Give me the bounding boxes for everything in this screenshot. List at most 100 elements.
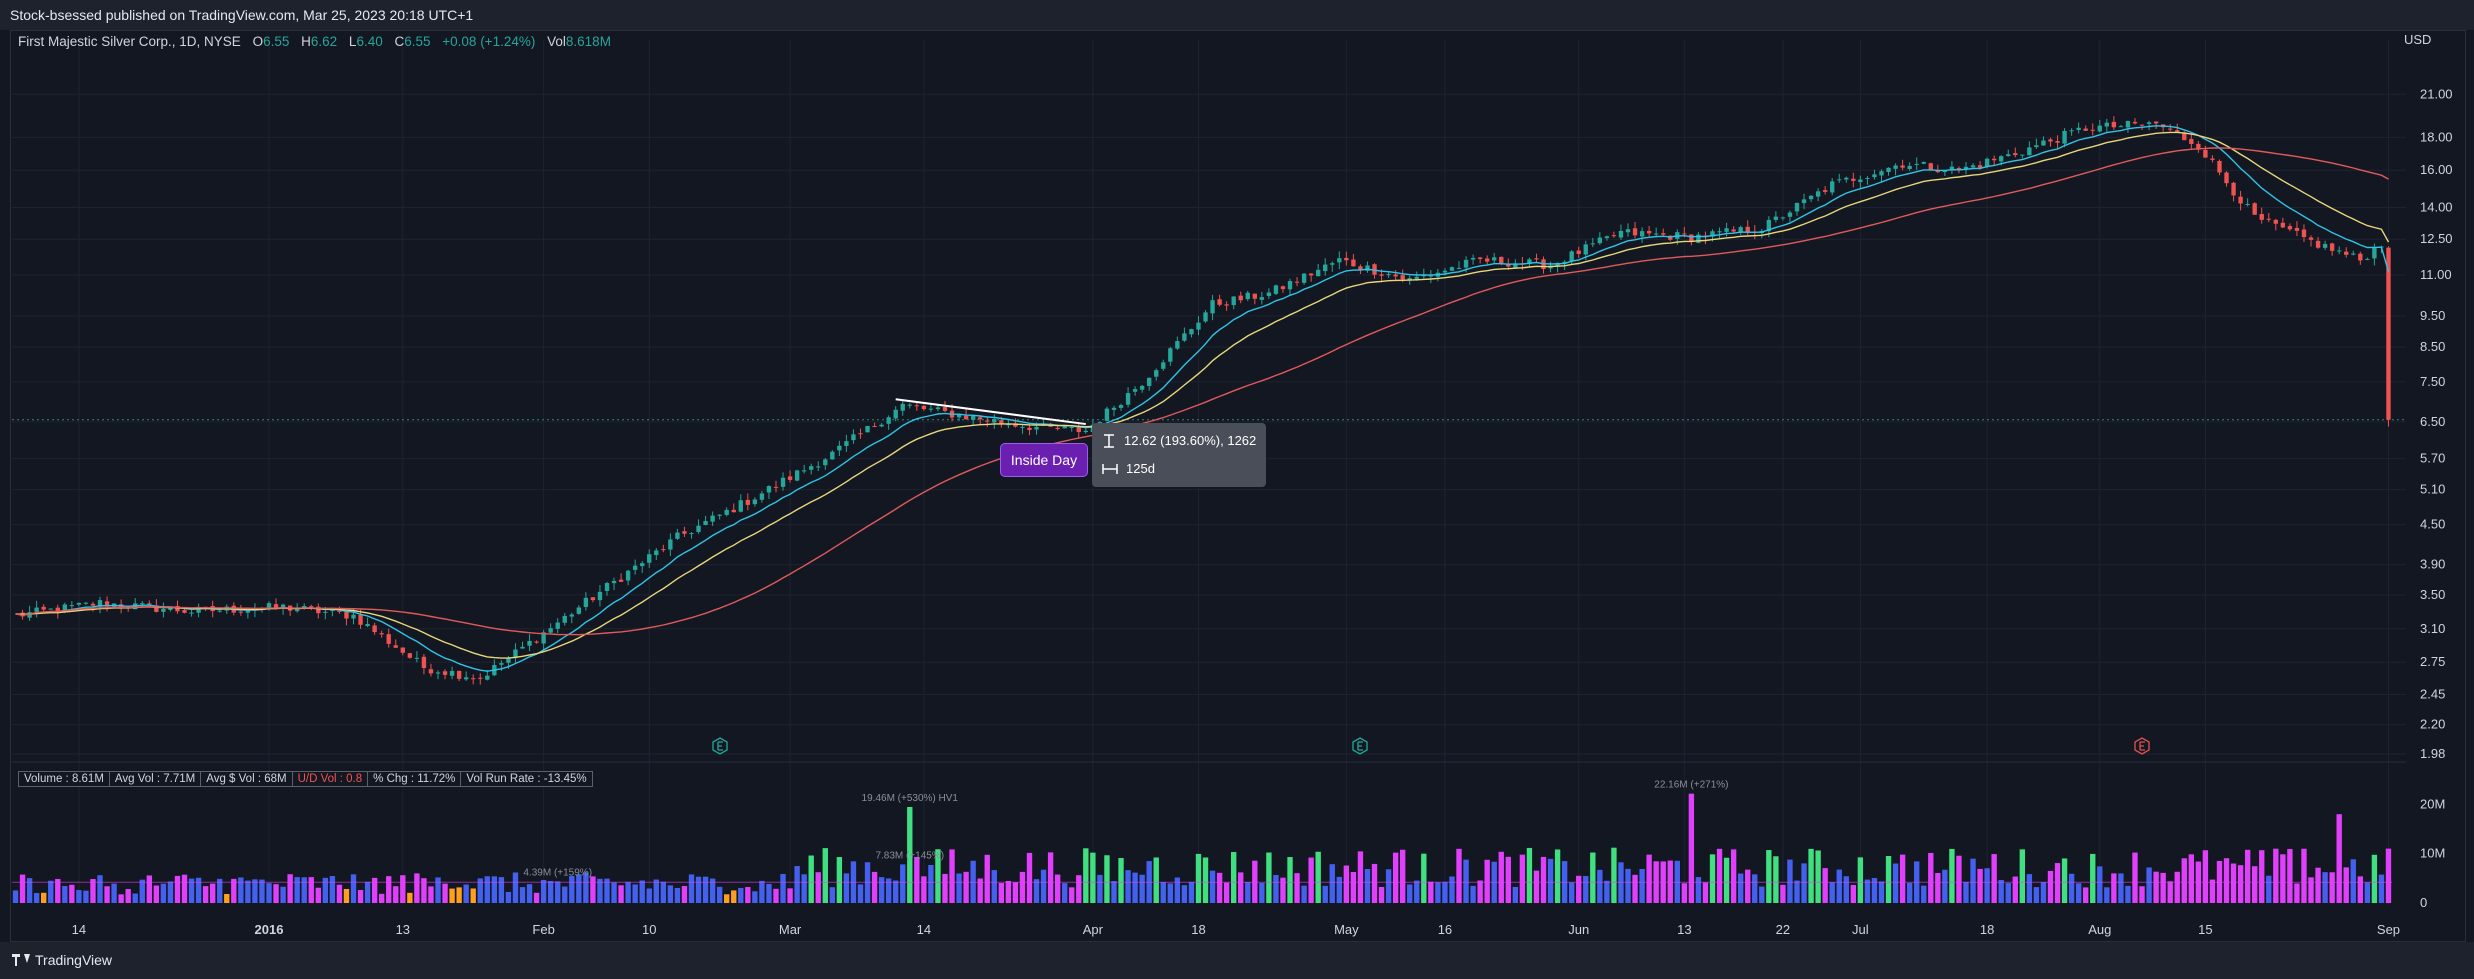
volume-bar [1259, 882, 1265, 903]
volume-bar [1449, 876, 1455, 903]
candle-body [963, 415, 969, 420]
price-tick-label: 3.10 [2420, 621, 2445, 636]
candle-body [816, 466, 821, 468]
volume-bar [2357, 876, 2363, 903]
volume-bar [1512, 886, 1519, 903]
candle-body [2372, 246, 2377, 259]
top-bar [0, 0, 2474, 30]
volume-bar [984, 854, 990, 903]
volume-bar [1526, 847, 1533, 903]
volume-bar [1188, 881, 1195, 903]
candle-body [2076, 127, 2081, 130]
volume-bar [315, 887, 321, 903]
volume-bar [555, 881, 561, 903]
volume-bar [456, 887, 462, 903]
candle-body [175, 605, 180, 612]
volume-bar [2019, 849, 2026, 903]
candle-body [1661, 233, 1666, 235]
volume-tick-label: 10M [2420, 846, 2445, 861]
candle-body [830, 451, 835, 460]
candle-body [1984, 158, 1990, 167]
candle-body [2322, 243, 2328, 248]
volume-bar [378, 893, 385, 903]
volume-bar [1568, 882, 1575, 903]
volume-bar [618, 885, 624, 903]
volume-bar [1808, 848, 1814, 903]
volume-bar [998, 883, 1005, 903]
candle-body [414, 657, 420, 659]
candle-body [337, 610, 342, 612]
volume-bar [829, 887, 836, 903]
volume-bar [1533, 870, 1540, 903]
tradingview-logo-icon [12, 954, 30, 966]
volume-bar [1209, 870, 1216, 903]
candle-body [478, 677, 483, 679]
candle-body [654, 550, 659, 556]
candle-body [1224, 304, 1229, 306]
candle-body [562, 615, 567, 623]
candle-body [745, 499, 751, 505]
candle-body [1696, 234, 1701, 243]
candle-body [2252, 203, 2257, 215]
volume-bar [2174, 871, 2180, 903]
earnings-icon[interactable] [1352, 737, 1369, 755]
candle-body [682, 531, 687, 534]
candle-body [1907, 165, 1912, 169]
close-label: C [394, 34, 405, 49]
volume-bars [12, 793, 2392, 903]
candle-body [2189, 138, 2194, 144]
volume-bar [245, 880, 251, 903]
candle-body [104, 601, 110, 607]
candle-body [2125, 120, 2131, 128]
currency-label[interactable]: USD [2404, 32, 2432, 47]
volume-bar [2118, 873, 2124, 903]
volume-bar [1435, 882, 1441, 903]
candle-body [76, 602, 82, 605]
candle-body [2168, 128, 2173, 130]
volume-bar [2012, 876, 2018, 903]
volume-bar [1773, 856, 1779, 903]
candle-body [323, 611, 328, 613]
candle-body [1013, 423, 1018, 427]
candle-body [407, 653, 413, 658]
candle-body [625, 570, 631, 581]
inside-day-label[interactable]: Inside Day [1000, 443, 1088, 477]
candle-body [787, 476, 793, 480]
volume-bar [2273, 848, 2279, 903]
price-tick-label: 2.75 [2420, 654, 2445, 669]
volume-bar [674, 887, 681, 903]
candle-body [217, 610, 222, 612]
candle-body [1020, 426, 1025, 428]
volume-bar [2266, 875, 2272, 903]
candle-body [506, 657, 511, 663]
volume-bar [1266, 852, 1272, 903]
candle-body [999, 420, 1004, 424]
earnings-icon[interactable] [2134, 737, 2150, 755]
time-tick-label: 13 [396, 922, 410, 937]
candle-body [1111, 407, 1117, 410]
candle-body [485, 675, 490, 680]
volume-bar [787, 888, 793, 903]
volume-bar [1794, 880, 1800, 903]
candle-body [351, 614, 356, 619]
volume-tick-label: 0 [2420, 895, 2427, 910]
earnings-icon[interactable] [712, 737, 728, 755]
candle-body [1372, 264, 1377, 275]
candle-body [2062, 130, 2067, 144]
time-tick-label: May [1334, 922, 1359, 937]
candle-body [956, 414, 962, 418]
candle-body [1949, 166, 1955, 170]
symbol-title[interactable]: First Majestic Silver Corp., 1D, NYSE [18, 34, 241, 49]
volume-bar [2132, 852, 2138, 903]
brand[interactable]: TradingView [12, 952, 112, 968]
volume-bar [1695, 877, 1702, 903]
volume-bar [2054, 863, 2061, 903]
volume-bar [2336, 814, 2342, 903]
volume-bar [921, 876, 927, 903]
volume-bar [2259, 850, 2265, 903]
candle-body [1006, 424, 1011, 426]
stat-pct-chg: % Chg : 11.72% [367, 771, 462, 787]
volume-bar [498, 877, 505, 903]
candle-body [463, 677, 469, 680]
